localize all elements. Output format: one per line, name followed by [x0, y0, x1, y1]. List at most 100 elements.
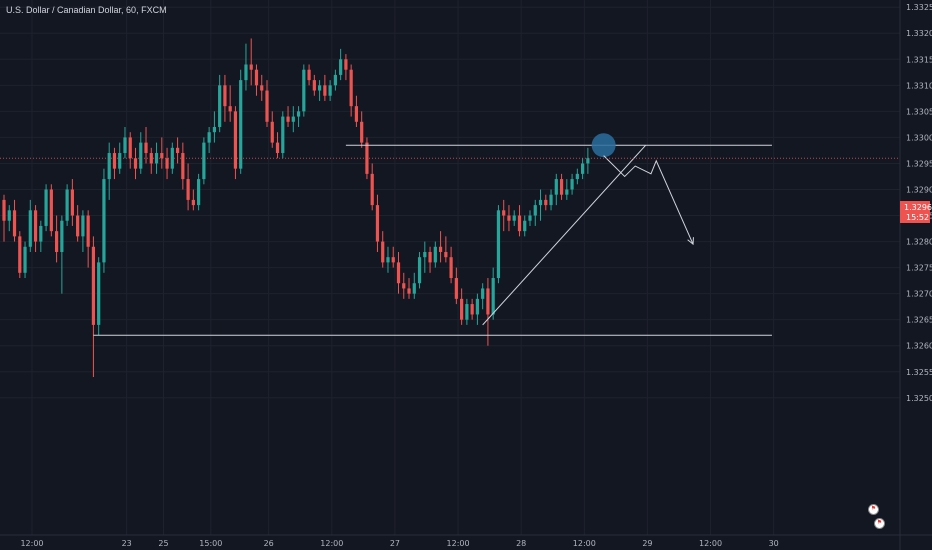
candle-body [412, 283, 416, 294]
candle [2, 194, 6, 242]
candle [349, 64, 353, 117]
price-tick-label: 1.32650 [906, 316, 932, 325]
candle [323, 74, 327, 101]
candle [191, 189, 195, 211]
candle-body [475, 298, 479, 315]
time-tick-label: 29 [642, 539, 652, 548]
candle [333, 69, 337, 91]
candle-body [244, 64, 248, 81]
candle-body [581, 163, 585, 174]
candle [512, 210, 516, 226]
chart-grid [0, 0, 900, 535]
candle-body [423, 251, 427, 258]
candle-body [12, 210, 17, 237]
flag-icon[interactable]: ⚑ [874, 518, 885, 529]
candle-body [265, 90, 269, 122]
trend-line [482, 144, 647, 326]
candle [486, 278, 490, 346]
candle [275, 132, 280, 159]
candle-body [307, 69, 311, 81]
candle-body [438, 246, 443, 252]
candle-body [354, 106, 359, 122]
price-tick-label: 1.32550 [906, 368, 932, 377]
drawing-layer[interactable] [0, 133, 900, 336]
time-tick-label: 12:00 [573, 539, 596, 548]
candle-body [533, 205, 537, 216]
candle-body [339, 59, 343, 75]
price-tick-label: 1.33200 [906, 29, 932, 38]
candle-body [228, 106, 232, 112]
candle [549, 189, 553, 211]
bar-countdown: 15:52 [906, 213, 929, 222]
candle [55, 215, 59, 263]
candle-body [496, 210, 501, 279]
candle [49, 184, 53, 237]
candle [391, 246, 395, 268]
candle [428, 246, 432, 273]
price-tick-label: 1.32950 [906, 159, 932, 168]
candle-body [428, 251, 432, 263]
candle-body [49, 189, 53, 232]
candle [123, 126, 127, 159]
candle-body [270, 121, 274, 143]
candle [149, 147, 153, 174]
price-tick-label: 1.33100 [906, 81, 932, 90]
candle [528, 210, 532, 226]
time-axis[interactable]: 12:00 23 25 15:00 26 12:00 27 12:00 28 12:00 29 12:… [20, 539, 778, 548]
candle [18, 231, 22, 279]
candle-body [233, 111, 238, 169]
circle-marker [591, 133, 616, 158]
candle [328, 80, 332, 101]
candle-body [28, 210, 32, 247]
candle [102, 168, 106, 273]
candle [112, 147, 117, 180]
candle-body [65, 189, 69, 221]
candle [281, 111, 285, 159]
candle [344, 54, 348, 81]
candle [44, 184, 48, 232]
candle [175, 137, 180, 164]
candle-body [486, 288, 490, 315]
price-tick-label: 1.32600 [906, 342, 932, 351]
candle-body [565, 189, 569, 195]
candle-body [291, 116, 295, 122]
candle [65, 184, 69, 226]
price-tick-label: 1.33000 [906, 133, 932, 142]
candle [544, 194, 548, 211]
candle [433, 241, 437, 268]
candle [139, 132, 143, 174]
candle-body [212, 126, 216, 133]
candle [454, 267, 458, 305]
candle [270, 111, 274, 148]
candle-body [91, 246, 96, 325]
candle [7, 205, 11, 232]
candle [402, 272, 406, 299]
candle [233, 106, 238, 180]
candle [523, 215, 527, 237]
candle-body [2, 199, 6, 221]
candle-body [275, 142, 280, 154]
candle [417, 251, 422, 289]
time-tick-label: 28 [516, 539, 526, 548]
candle-body [202, 142, 206, 180]
candle-body [449, 257, 453, 279]
flag-icon[interactable]: ⚑ [868, 504, 879, 515]
candle [575, 168, 579, 185]
candle-body [281, 116, 285, 154]
candle-body [254, 69, 259, 86]
candle [381, 231, 385, 268]
candle [160, 137, 164, 169]
candle [133, 147, 138, 180]
candle [581, 158, 585, 180]
candle [197, 173, 201, 211]
price-tick-label: 1.33050 [906, 107, 932, 116]
candle-body [502, 210, 506, 216]
candle-body [260, 85, 264, 91]
current-price-value: 1.32960 [904, 203, 932, 212]
candle-body [465, 304, 469, 320]
candle [128, 132, 132, 169]
candle-body [586, 158, 590, 164]
price-tick-label: 1.33250 [906, 3, 932, 12]
